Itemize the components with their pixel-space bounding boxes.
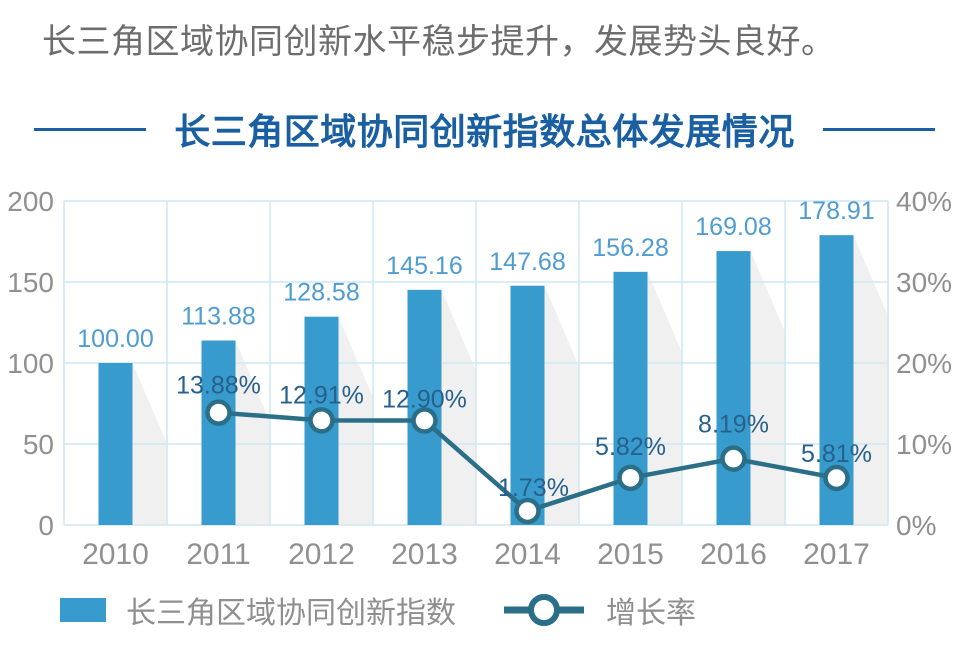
- growth-rate-label-2015: 5.82%: [595, 433, 666, 461]
- axis-tick-left-200: 200: [7, 186, 54, 217]
- bar-value-label-2015: 156.28: [592, 234, 668, 262]
- growth-rate-label-2011: 13.88%: [176, 372, 261, 400]
- bar-2014: [510, 285, 545, 525]
- growth-rate-marker-2013: [411, 407, 438, 434]
- bar-value-label-2017: 178.91: [798, 197, 874, 225]
- growth-rate-label-2016: 8.19%: [698, 411, 769, 439]
- axis-tick-year-2015: 2015: [597, 538, 664, 571]
- legend-bar-label: 长三角区域协同创新指数: [126, 597, 456, 630]
- axis-tick-year-2014: 2014: [494, 538, 561, 571]
- legend-line-marker-icon: [504, 594, 584, 626]
- growth-rate-label-2012: 12.91%: [279, 381, 364, 409]
- axis-tick-year-2016: 2016: [700, 538, 767, 571]
- axis-tick-year-2017: 2017: [803, 538, 870, 571]
- axis-tick-right-0%: 0%: [896, 510, 936, 541]
- growth-rate-marker-2014: [514, 497, 541, 525]
- growth-rate-marker-2011: [205, 399, 232, 426]
- legend-line-label: 增长率: [606, 597, 696, 630]
- axis-tick-right-20%: 20%: [896, 348, 952, 379]
- combo-bar-line-chart: 100.00 113.88 128.58 145.16 147.68 156.28 169.…: [7, 186, 952, 571]
- axis-tick-year-2012: 2012: [288, 538, 355, 571]
- legend-bar-swatch-icon: [60, 598, 106, 622]
- bar-shadow-2017: [853, 235, 889, 525]
- growth-rate-label-2013: 12.90%: [382, 386, 467, 414]
- bar-shadow-2011: [235, 340, 271, 525]
- axis-tick-left-150: 150: [7, 267, 54, 298]
- growth-rate-label-2014: 1.73%: [498, 474, 569, 502]
- bar-shadow-2015: [647, 271, 683, 525]
- headline-text: 长三角区域协同创新水平稳步提升，发展势头良好。: [42, 23, 836, 61]
- bar-value-label-2013: 145.16: [386, 252, 462, 280]
- section-title-row: 长三角区域协同创新指数总体发展情况: [0, 107, 969, 152]
- growth-rate-label-2017: 5.81%: [801, 440, 872, 468]
- axis-tick-left-50: 50: [23, 429, 54, 460]
- axis-tick-left-0: 0: [38, 510, 54, 541]
- bar-value-label-2010: 100.00: [77, 325, 153, 353]
- bar-value-label-2014: 147.68: [489, 248, 565, 276]
- title-decorative-line-right: [822, 127, 935, 131]
- axis-tick-year-2011: 2011: [186, 538, 251, 571]
- axis-tick-right-30%: 30%: [896, 267, 952, 298]
- bar-value-label-2016: 169.08: [695, 213, 771, 241]
- bar-shadow-2014: [544, 285, 580, 525]
- axis-tick-right-40%: 40%: [896, 186, 952, 217]
- bar-value-label-2011: 113.88: [181, 303, 256, 331]
- axis-tick-right-10%: 10%: [896, 429, 952, 460]
- bar-value-label-2012: 128.58: [283, 279, 359, 307]
- chart-title: 长三角区域协同创新指数总体发展情况: [174, 111, 795, 152]
- bar-2011: [201, 340, 236, 525]
- growth-rate-marker-2017: [823, 464, 850, 492]
- bar-shadow-2016: [750, 251, 786, 525]
- growth-rate-marker-2012: [308, 407, 335, 434]
- growth-rate-marker-2016: [720, 445, 747, 472]
- title-decorative-line-left: [34, 127, 147, 131]
- bar-2016: [716, 251, 751, 525]
- axis-tick-year-2010: 2010: [82, 538, 149, 571]
- axis-tick-left-100: 100: [7, 348, 54, 379]
- bar-shadow-2013: [441, 289, 477, 525]
- axis-tick-year-2013: 2013: [391, 538, 458, 571]
- growth-rate-marker-2015: [617, 464, 644, 492]
- chart-legend: 长三角区域协同创新指数 增长率: [60, 586, 696, 634]
- bar-2010: [98, 363, 133, 525]
